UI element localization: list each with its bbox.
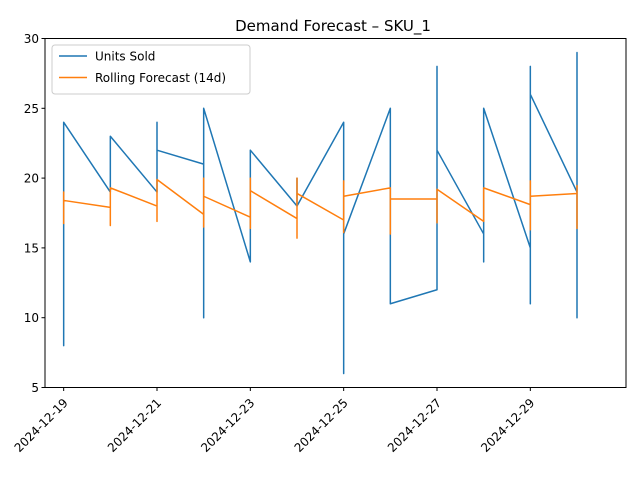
x-tick-label: 2024-12-25 xyxy=(292,396,351,455)
x-tick-label: 2024-12-21 xyxy=(105,396,164,455)
legend: Units Sold Rolling Forecast (14d) xyxy=(51,44,251,95)
y-tick-label: 10 xyxy=(24,311,39,325)
chart-title: Demand Forecast – SKU_1 xyxy=(235,17,431,36)
plot-area xyxy=(62,51,578,375)
y-tick-label: 15 xyxy=(24,241,39,255)
legend-box xyxy=(51,44,251,95)
y-tick-label: 25 xyxy=(24,102,39,116)
legend-label-1: Units Sold xyxy=(95,50,155,64)
x-tick-label: 2024-12-29 xyxy=(478,396,537,455)
y-tick-label: 30 xyxy=(24,32,39,46)
x-tick-label: 2024-12-19 xyxy=(12,396,71,455)
y-tick-label: 20 xyxy=(24,172,39,186)
axes: 5 10 15 20 25 30 2024-12-19 2024-12-21 2024-12-2… xyxy=(12,32,538,455)
series-line-1 xyxy=(62,51,578,375)
x-tick-label: 2024-12-23 xyxy=(198,396,257,455)
legend-label-2: Rolling Forecast (14d) xyxy=(95,71,226,85)
x-tick-label: 2024-12-27 xyxy=(385,396,444,455)
series-line-2 xyxy=(62,177,578,239)
y-tick-label: 5 xyxy=(31,381,39,395)
plot-frame xyxy=(44,38,627,388)
